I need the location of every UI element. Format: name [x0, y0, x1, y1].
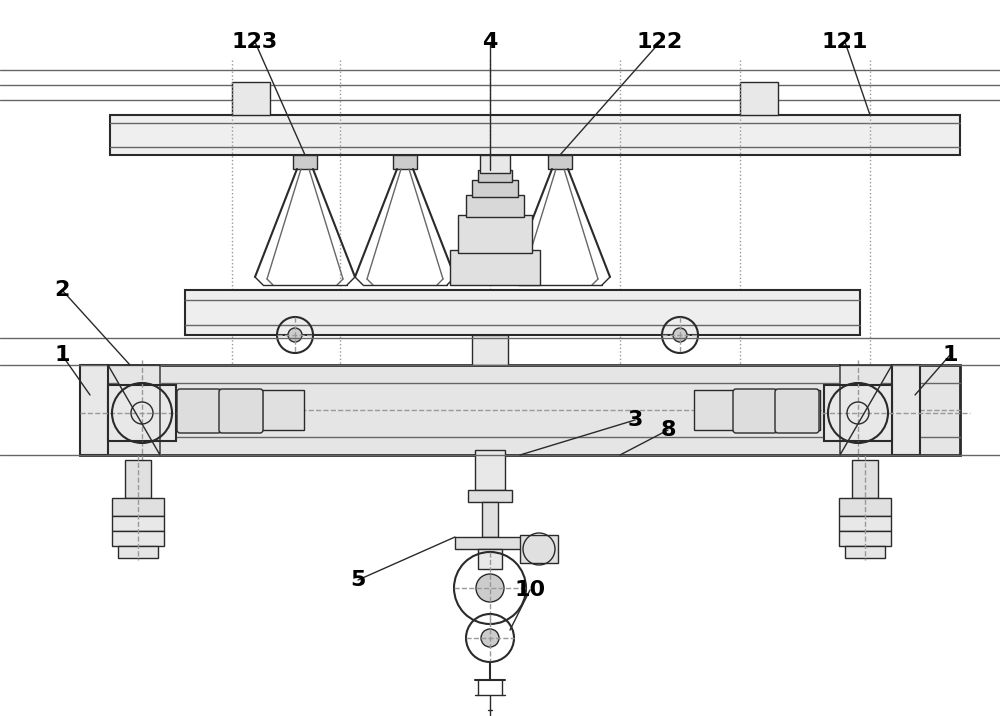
Bar: [839, 498, 891, 516]
Text: 1: 1: [54, 345, 70, 365]
Bar: [468, 490, 512, 502]
Bar: [112, 498, 164, 516]
Bar: [178, 390, 220, 430]
Bar: [80, 365, 960, 455]
Bar: [466, 195, 524, 217]
Text: 5: 5: [350, 570, 366, 590]
Bar: [548, 155, 572, 169]
Bar: [478, 170, 512, 182]
Circle shape: [288, 328, 302, 342]
Bar: [293, 155, 317, 169]
Polygon shape: [840, 365, 892, 455]
Bar: [110, 115, 960, 155]
Bar: [736, 390, 778, 430]
Circle shape: [673, 328, 687, 342]
Bar: [839, 516, 891, 531]
Circle shape: [481, 629, 499, 647]
Text: 121: 121: [822, 32, 868, 52]
Bar: [852, 460, 878, 498]
Bar: [112, 531, 164, 546]
Bar: [393, 155, 417, 169]
Text: 123: 123: [232, 32, 278, 52]
Bar: [482, 502, 498, 537]
Bar: [125, 460, 151, 498]
Bar: [740, 82, 778, 115]
Bar: [108, 385, 176, 441]
FancyBboxPatch shape: [775, 389, 819, 433]
Bar: [839, 531, 891, 546]
Bar: [118, 546, 158, 558]
Bar: [778, 390, 820, 430]
Bar: [472, 180, 518, 197]
Bar: [80, 365, 108, 455]
Text: 2: 2: [54, 280, 70, 300]
Bar: [480, 155, 510, 173]
Bar: [185, 290, 860, 335]
Text: 122: 122: [637, 32, 683, 52]
Text: 4: 4: [482, 32, 498, 52]
Bar: [455, 537, 525, 549]
Text: 1: 1: [942, 345, 958, 365]
Bar: [262, 390, 304, 430]
Bar: [824, 385, 892, 441]
Bar: [478, 549, 502, 569]
Bar: [112, 516, 164, 531]
Bar: [458, 215, 532, 253]
Text: 10: 10: [514, 580, 546, 600]
FancyBboxPatch shape: [177, 389, 221, 433]
FancyBboxPatch shape: [219, 389, 263, 433]
Bar: [220, 390, 262, 430]
Polygon shape: [108, 365, 160, 455]
Bar: [845, 546, 885, 558]
Bar: [450, 250, 540, 285]
Bar: [694, 390, 736, 430]
Text: 3: 3: [627, 410, 643, 430]
Bar: [472, 335, 508, 365]
Bar: [475, 450, 505, 490]
Bar: [892, 365, 920, 455]
Circle shape: [476, 574, 504, 602]
FancyBboxPatch shape: [733, 389, 777, 433]
Text: 8: 8: [660, 420, 676, 440]
Bar: [520, 535, 558, 563]
Bar: [232, 82, 270, 115]
